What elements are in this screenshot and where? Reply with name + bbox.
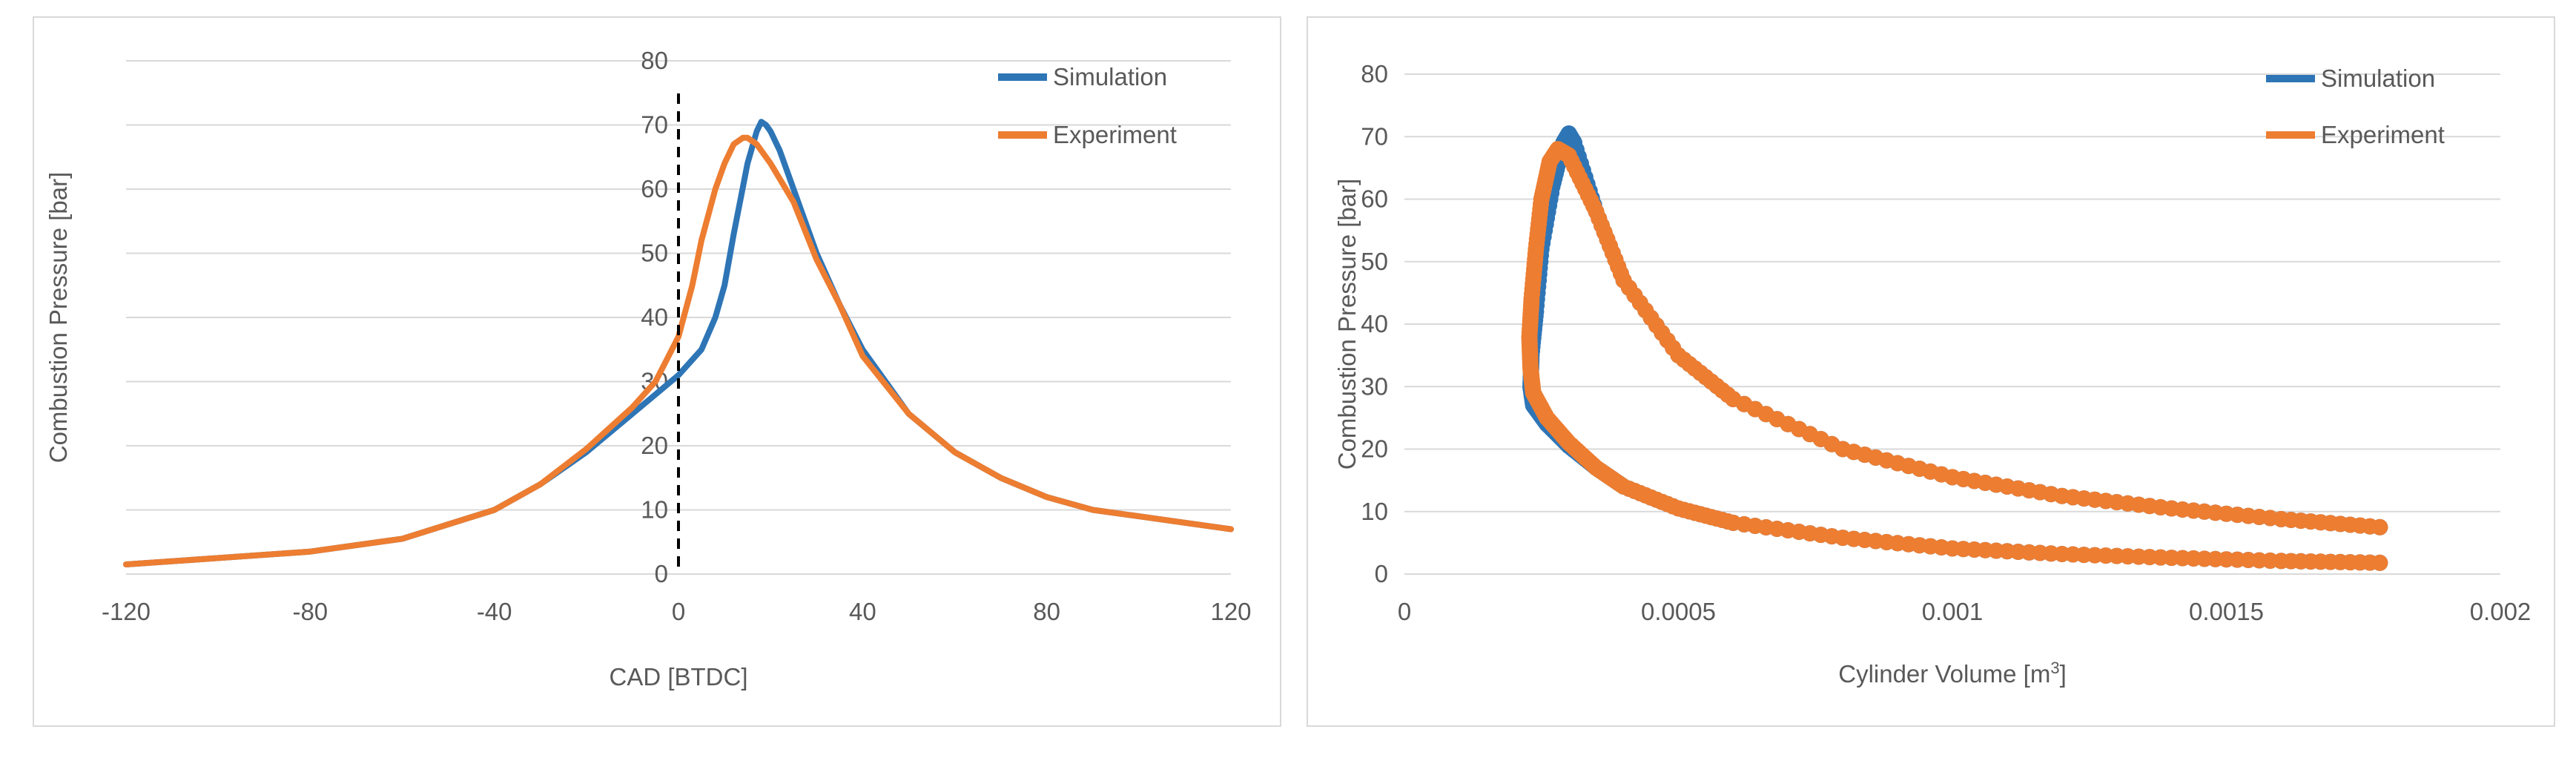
- x-tick-label: 0: [672, 598, 685, 625]
- legend-simulation-label: Simulation: [1053, 63, 1167, 90]
- y-axis-title: Combustion Pressure [bar]: [44, 172, 72, 464]
- legend-experiment-label: Experiment: [2321, 121, 2445, 148]
- x-axis-title: CAD [BTDC]: [609, 663, 747, 691]
- series-points-experiment: [1521, 141, 2388, 571]
- y-tick-label: 80: [1361, 60, 1388, 88]
- x-tick-label: 80: [1033, 598, 1060, 625]
- right-chart-panel: 0 10 20 30 40 50 60 70 80 0 0.0005 0.001 0.0015 0.00…: [1307, 16, 2555, 727]
- x-tick-label: -120: [102, 598, 151, 625]
- y-tick-label: 50: [641, 240, 668, 267]
- y-tick-label: 50: [1361, 248, 1388, 275]
- y-tick-label: 60: [641, 175, 668, 202]
- y-tick-label: 70: [641, 111, 668, 139]
- series-line-experiment: [123, 134, 1234, 567]
- y-tick-label: 0: [655, 560, 668, 587]
- y-tick-label: 10: [641, 496, 668, 524]
- data-point: [2371, 518, 2388, 535]
- x-tick-label: 40: [849, 598, 876, 625]
- y-tick-label: 20: [1361, 435, 1388, 463]
- y-tick-label: 20: [641, 432, 668, 459]
- x-tick-label: 0: [1398, 598, 1411, 625]
- x-axis-title: Cylinder Volume [m3]: [1838, 659, 2067, 688]
- x-axis-title-prefix: Cylinder Volume [m: [1838, 660, 2050, 688]
- left-chart-panel: 0 10 20 30 40 50 60 70 80 -120 -80 -40 0 40 80 120 CAD…: [33, 16, 1281, 727]
- y-axis-title: Combustion Pressure [bar]: [1333, 179, 1361, 470]
- y-tick-label: 60: [1361, 185, 1388, 213]
- y-tick-label: 10: [1361, 498, 1388, 525]
- x-axis-title-suffix: ]: [2060, 660, 2067, 688]
- y-tick-label: 40: [641, 303, 668, 331]
- legend: Simulation Experiment: [998, 63, 1177, 148]
- legend-simulation-label: Simulation: [2321, 65, 2435, 92]
- x-axis-title-superscript: 3: [2050, 659, 2059, 677]
- pressure-vs-volume-chart: 0 10 20 30 40 50 60 70 80 0 0.0005 0.001 0.0015 0.00…: [1333, 60, 2532, 688]
- y-tick-label: 80: [641, 47, 668, 74]
- y-tick-label: 30: [1361, 372, 1388, 400]
- x-tick-label: 0.002: [2470, 598, 2532, 625]
- y-tick-label: 0: [1375, 560, 1388, 587]
- x-tick-label: -40: [477, 598, 512, 625]
- x-tick-label: 120: [1210, 598, 1251, 625]
- legend: Simulation Experiment: [2266, 65, 2445, 148]
- y-tick-label: 40: [1361, 310, 1388, 337]
- x-tick-label: -80: [292, 598, 328, 625]
- legend-experiment-label: Experiment: [1053, 121, 1177, 148]
- x-tick-label: 0.001: [1922, 598, 1984, 625]
- y-tick-label: 70: [1361, 122, 1388, 150]
- x-tick-label: 0.0015: [2189, 598, 2264, 625]
- x-tick-label: 0.0005: [1641, 598, 1716, 625]
